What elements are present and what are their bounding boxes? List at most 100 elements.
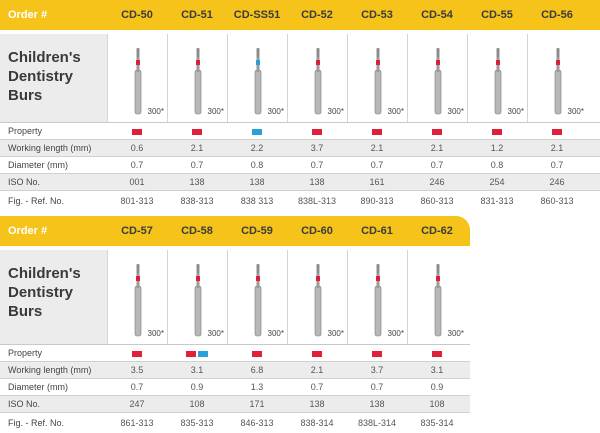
ref-value: 831-313	[480, 196, 514, 206]
red-swatch	[432, 350, 442, 357]
size-label: 300*	[147, 329, 164, 338]
title-line: Burs	[8, 303, 43, 320]
size-label: 300*	[207, 107, 224, 116]
diameter-row: Diameter (mm) 0.7 0.7 0.8 0.7 0.7 0.7 0.8 0.7	[0, 157, 600, 174]
image-row: Children's Dentistry Burs 300* 300* 300* 30…	[0, 250, 470, 345]
working-length-value: 3.7	[310, 143, 324, 153]
red-swatch	[252, 350, 262, 357]
header-row: Order # CD-50 CD-51 CD-SS51 CD-52 CD-53 CD-54…	[0, 0, 600, 30]
row-label: ISO No.	[8, 177, 41, 187]
title-line: Dentistry	[8, 284, 74, 301]
bur-icon	[314, 48, 322, 115]
property-swatches	[227, 126, 287, 136]
size-label: 300*	[447, 329, 464, 338]
bur-code: CD-57	[121, 225, 153, 237]
bur-code: CD-54	[421, 9, 453, 21]
working-length-value: 3.1	[430, 365, 444, 375]
property-swatches	[107, 126, 167, 136]
working-length-row: Working length (mm) 3.5 3.1 6.8 2.1 3.7 3.1	[0, 362, 470, 379]
section-title: Children's Dentistry Burs	[0, 34, 107, 122]
title-line: Burs	[8, 87, 43, 104]
bur-icon	[434, 264, 442, 337]
working-length-value: 2.2	[250, 143, 264, 153]
bur-illustration: 300*	[407, 34, 467, 122]
title-line: Children's	[8, 49, 81, 66]
row-label: Diameter (mm)	[8, 382, 68, 392]
iso-value: 138	[309, 177, 325, 187]
property-swatches	[407, 348, 467, 358]
ref-value: 846-313	[240, 418, 274, 428]
bur-code: CD-SS51	[233, 9, 281, 21]
working-length-value: 3.1	[190, 365, 204, 375]
row-label: Working length (mm)	[8, 365, 92, 375]
bur-illustration: 300*	[467, 34, 527, 122]
bur-code: CD-62	[421, 225, 453, 237]
bur-illustration: 300*	[107, 34, 167, 122]
title-line: Dentistry	[8, 68, 74, 85]
bur-icon	[134, 48, 142, 115]
iso-row: ISO No. 001 138 138 138 161 246 254 246	[0, 174, 600, 191]
property-swatches	[287, 126, 347, 136]
diameter-value: 0.7	[430, 160, 444, 170]
working-length-value: 2.1	[370, 143, 384, 153]
ref-value: 860-313	[540, 196, 574, 206]
bur-icon	[134, 264, 142, 337]
red-swatch	[312, 128, 322, 135]
bur-table-1: Order # CD-50 CD-51 CD-SS51 CD-52 CD-53 CD-54…	[0, 0, 600, 211]
bur-illustration: 300*	[167, 250, 227, 344]
title-line: Children's	[8, 265, 81, 282]
row-label: Fig. - Ref. No.	[8, 196, 65, 206]
working-length-value: 3.5	[130, 365, 144, 375]
iso-value: 247	[129, 399, 145, 409]
bur-illustration: 300*	[227, 34, 287, 122]
bur-code: CD-60	[301, 225, 333, 237]
iso-value: 161	[369, 177, 385, 187]
bur-code: CD-50	[121, 9, 153, 21]
property-swatches	[467, 126, 527, 136]
iso-value: 171	[249, 399, 265, 409]
red-swatch	[492, 128, 502, 135]
iso-row: ISO No. 247 108 171 138 138 108	[0, 396, 470, 413]
image-row: Children's Dentistry Burs 300* 300* 300* 30…	[0, 34, 600, 123]
bur-code: CD-52	[301, 9, 333, 21]
ref-value: 838 313	[240, 196, 274, 206]
property-swatches	[227, 348, 287, 358]
bur-code: CD-56	[541, 9, 573, 21]
ref-value: 838-314	[300, 418, 334, 428]
bur-illustration: 300*	[227, 250, 287, 344]
iso-value: 001	[129, 177, 145, 187]
bur-code: CD-51	[181, 9, 213, 21]
size-label: 300*	[207, 329, 224, 338]
ref-value: 838L-313	[297, 196, 337, 206]
diameter-value: 0.7	[130, 382, 144, 392]
working-length-value: 3.7	[370, 365, 384, 375]
working-length-value: 1.2	[490, 143, 504, 153]
ref-value: 861-313	[120, 418, 154, 428]
row-label: Property	[8, 348, 43, 358]
diameter-value: 0.9	[190, 382, 204, 392]
header-row: Order # CD-57 CD-58 CD-59 CD-60 CD-61 CD-62	[0, 216, 470, 246]
iso-value: 138	[369, 399, 385, 409]
working-length-row: Working length (mm) 0.6 2.1 2.2 3.7 2.1 2.1 1.…	[0, 140, 600, 157]
property-swatches	[407, 126, 467, 136]
diameter-value: 0.8	[490, 160, 504, 170]
bur-code: CD-55	[481, 9, 513, 21]
bur-illustration: 300*	[347, 250, 407, 344]
bur-code: CD-53	[361, 9, 393, 21]
diameter-value: 0.7	[550, 160, 564, 170]
red-swatch	[186, 350, 196, 357]
order-label: Order #	[8, 9, 48, 21]
working-length-value: 2.1	[550, 143, 564, 153]
bur-illustration: 300*	[407, 250, 467, 344]
size-label: 300*	[387, 107, 404, 116]
bur-icon	[254, 264, 262, 337]
bur-icon	[194, 264, 202, 337]
bur-illustration: 300*	[107, 250, 167, 344]
row-label: ISO No.	[8, 399, 41, 409]
size-label: 300*	[567, 107, 584, 116]
diameter-value: 0.7	[370, 382, 384, 392]
size-label: 300*	[327, 329, 344, 338]
ref-value: 860-313	[420, 196, 454, 206]
property-swatches	[167, 348, 227, 358]
property-swatches	[347, 126, 407, 136]
